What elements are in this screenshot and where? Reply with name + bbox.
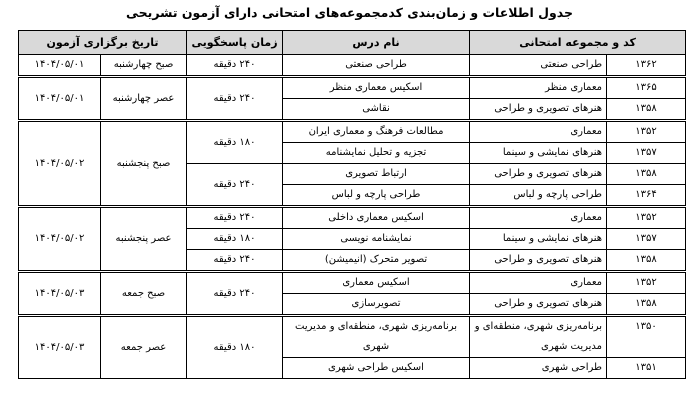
exam-group-name: طراحی پارچه و لباس — [469, 184, 608, 207]
table-row: ۱۳۵۸ هنرهای تصویری و طراحی نقاشی — [19, 98, 687, 121]
exam-group-name: معماری منظر — [469, 75, 608, 99]
answer-duration: ۱۸۰ دقیقه — [186, 314, 284, 379]
answer-duration: ۲۴۰ دقیقه — [186, 205, 284, 229]
table-row: ۱۳۵۷ هنرهای نمایشی و سینما نمایشنامه نویسی… — [19, 228, 687, 250]
exam-code: ۱۳۵۲ — [606, 270, 687, 294]
exam-code: ۱۳۶۲ — [606, 54, 687, 77]
exam-code: ۱۳۵۸ — [606, 249, 687, 272]
exam-date: ۱۴۰۴/۰۵/۰۳ — [17, 270, 102, 316]
exam-group-name: معماری — [469, 119, 608, 143]
answer-duration: ۲۴۰ دقیقه — [186, 270, 284, 316]
exam-day: صبح جمعه — [100, 270, 188, 316]
lesson-name: نمایشنامه نویسی — [282, 228, 471, 250]
exam-group-name: هنرهای تصویری و طراحی — [469, 98, 608, 121]
table-row: ۱۳۵۸ هنرهای تصویری و طراحی ارتباط تصویری ۲۴… — [19, 163, 687, 207]
table-row: ۱۳۵۲ معماری اسکیس معماری داخلی ۲۴۰ دقیقه عصر… — [17, 205, 687, 272]
table-row: ۱۳۶۵ معماری منظر اسکیس معماری منظر ۲۴۰ دقیق… — [17, 75, 687, 121]
answer-duration: ۲۴۰ دقیقه — [186, 163, 284, 207]
lesson-name: ارتباط تصویری — [282, 163, 471, 185]
exam-code: ۱۳۵۰ — [606, 314, 687, 358]
exam-group-name: هنرهای تصویری و طراحی — [469, 293, 608, 316]
answer-duration: ۲۴۰ دقیقه — [186, 249, 284, 272]
exam-schedule-table: کد و مجموعه امتحانی نام درس زمان پاسخگوی… — [17, 30, 687, 379]
table-row: ۱۳۶۴ طراحی پارچه و لباس طراحی پارچه و لباس — [19, 184, 687, 207]
header-lesson: نام درس — [282, 30, 471, 55]
exam-code: ۱۳۵۲ — [606, 119, 687, 143]
exam-group-name: هنرهای تصویری و طراحی — [469, 249, 608, 272]
exam-group-name: برنامه‌ریزی شهری، منطقه‌ای و مدیریت شهری — [469, 314, 608, 358]
exam-group-name: معماری — [469, 270, 608, 294]
exam-code: ۱۳۵۱ — [606, 357, 687, 379]
lesson-name: تجزیه و تحلیل نمایشنامه — [282, 142, 471, 164]
table-row: ۱۳۵۰ برنامه‌ریزی شهری، منطقه‌ای و مدیریت … — [17, 314, 687, 379]
exam-day: صبح چهارشنبه — [100, 54, 188, 77]
lesson-name: اسکیس معماری منظر — [282, 75, 471, 99]
lesson-name: برنامه‌ریزی شهری، منطقه‌ای و مدیریت شهری — [282, 314, 471, 358]
page-title: جدول اطلاعات و زمان‌بندی کدمجموعه‌های ام… — [125, 5, 573, 20]
exam-group-name: طراحی صنعتی — [469, 54, 608, 77]
table-row: ۱۳۵۲ معماری مطالعات فرهنگ و معماری ایران ۱۸… — [17, 119, 687, 207]
answer-duration: ۲۴۰ دقیقه — [186, 54, 284, 77]
exam-code: ۱۳۵۷ — [606, 228, 687, 250]
exam-day: عصر پنجشنبه — [100, 205, 188, 272]
table-row: ۱۳۵۱ طراحی شهری اسکیس طراحی شهری — [19, 357, 687, 379]
exam-code: ۱۳۶۴ — [606, 184, 687, 207]
lesson-name: تصویرسازی — [282, 293, 471, 316]
lesson-name: مطالعات فرهنگ و معماری ایران — [282, 119, 471, 143]
exam-date: ۱۴۰۴/۰۵/۰۱ — [17, 54, 102, 77]
lesson-name: نقاشی — [282, 98, 471, 121]
header-group: کد و مجموعه امتحانی — [469, 30, 687, 55]
table-row: ۱۳۵۸ هنرهای تصویری و طراحی تصویر متحرک (ان… — [19, 249, 687, 272]
exam-date: ۱۴۰۴/۰۵/۰۳ — [17, 314, 102, 379]
lesson-name: تصویر متحرک (انیمیشن) — [282, 249, 471, 272]
lesson-name: اسکیس معماری داخلی — [282, 205, 471, 229]
answer-duration: ۲۴۰ دقیقه — [186, 75, 284, 121]
lesson-name: اسکیس معماری — [282, 270, 471, 294]
exam-date: ۱۴۰۴/۰۵/۰۲ — [17, 119, 102, 207]
header-duration: زمان پاسخگویی — [186, 30, 284, 55]
header-date: تاریخ برگزاری آزمون — [17, 30, 188, 55]
table-row: ۱۳۶۲ طراحی صنعتی طراحی صنعتی ۲۴۰ دقیقه صبح چ… — [17, 54, 687, 77]
exam-day: صبح پنجشنبه — [100, 119, 188, 207]
exam-code: ۱۳۵۲ — [606, 205, 687, 229]
exam-group-name: معماری — [469, 205, 608, 229]
lesson-name: طراحی صنعتی — [282, 54, 471, 77]
exam-group-name: هنرهای نمایشی و سینما — [469, 142, 608, 164]
exam-code: ۱۳۵۸ — [606, 98, 687, 121]
lesson-name: اسکیس طراحی شهری — [282, 357, 471, 379]
exam-code: ۱۳۶۵ — [606, 75, 687, 99]
lesson-name: طراحی پارچه و لباس — [282, 184, 471, 207]
exam-day: عصر جمعه — [100, 314, 188, 379]
table-header-row: کد و مجموعه امتحانی نام درس زمان پاسخگوی… — [17, 30, 687, 55]
exam-code: ۱۳۵۷ — [606, 142, 687, 164]
exam-group-name: هنرهای تصویری و طراحی — [469, 163, 608, 185]
answer-duration: ۱۸۰ دقیقه — [186, 228, 284, 250]
exam-code: ۱۳۵۸ — [606, 293, 687, 316]
table-row: ۱۳۵۲ معماری اسکیس معماری ۲۴۰ دقیقه صبح جمعه ۱… — [17, 270, 687, 316]
table-body: ۱۳۶۲ طراحی صنعتی طراحی صنعتی ۲۴۰ دقیقه صبح چ… — [17, 54, 687, 379]
table-row: ۱۳۵۸ هنرهای تصویری و طراحی تصویرسازی — [19, 293, 687, 316]
exam-code: ۱۳۵۸ — [606, 163, 687, 185]
exam-day: عصر چهارشنبه — [100, 75, 188, 121]
exam-date: ۱۴۰۴/۰۵/۰۱ — [17, 75, 102, 121]
answer-duration: ۱۸۰ دقیقه — [186, 119, 284, 164]
exam-group-name: طراحی شهری — [469, 357, 608, 379]
exam-group-name: هنرهای نمایشی و سینما — [469, 228, 608, 250]
exam-date: ۱۴۰۴/۰۵/۰۲ — [17, 205, 102, 272]
